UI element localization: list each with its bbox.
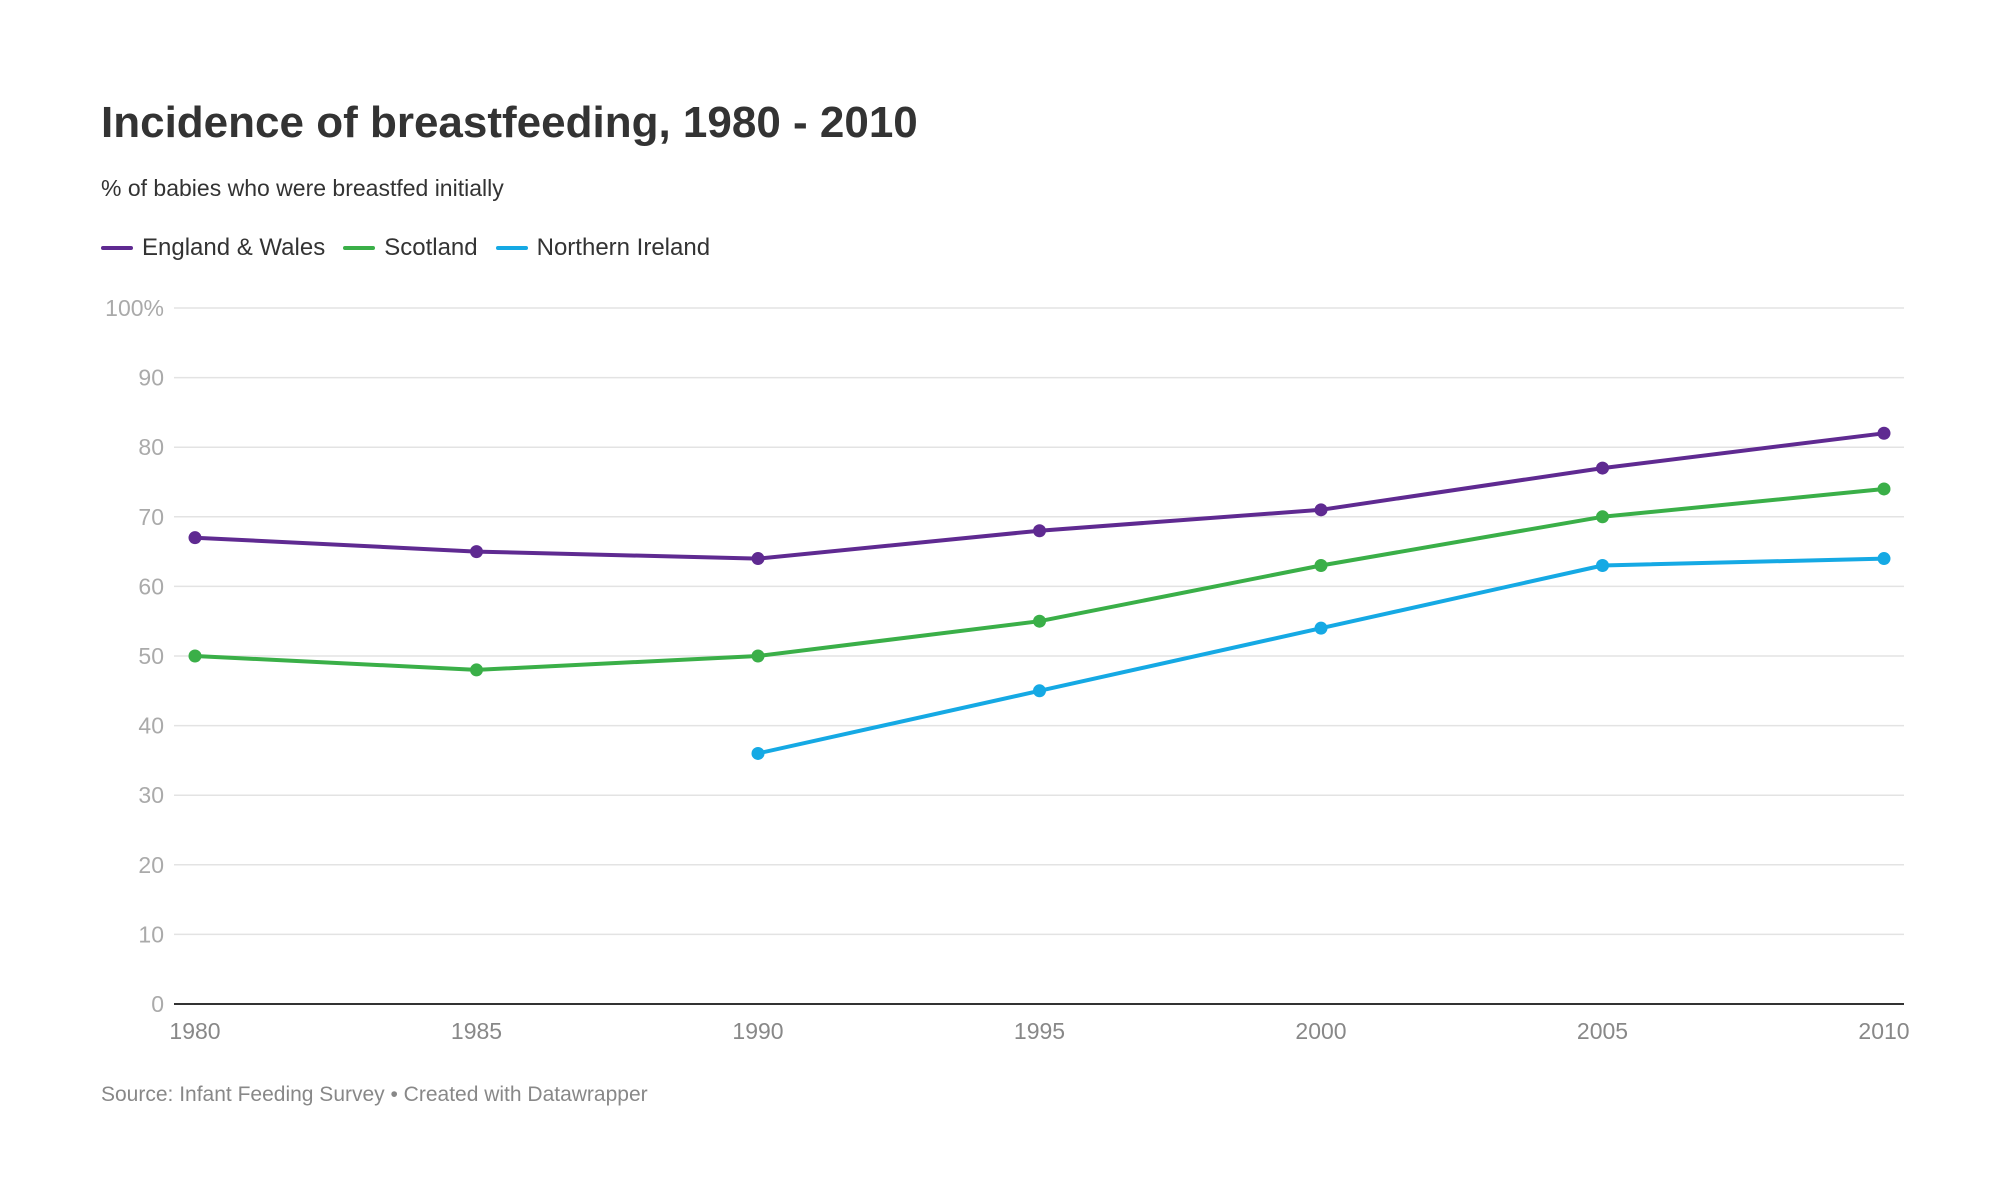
data-point-england-wales-2010 [1877, 426, 1891, 440]
x-tick-label-1980: 1980 [169, 1018, 220, 1044]
data-point-england-wales-2005 [1596, 461, 1609, 475]
y-tick-label-0: 0 [151, 991, 164, 1017]
chart-source-note: Source: Infant Feeding Survey • Created … [101, 1083, 648, 1106]
data-point-england-wales-1990 [751, 552, 765, 566]
legend-label-scotland: Scotland [384, 234, 478, 261]
data-point-scotland-1990 [751, 649, 765, 663]
data-point-england-wales-1995 [1033, 524, 1046, 538]
x-tick-label-2000: 2000 [1295, 1018, 1346, 1044]
data-point-scotland-2005 [1596, 510, 1609, 524]
data-point-northern-ireland-2005 [1596, 559, 1609, 573]
y-tick-label-80: 80 [138, 434, 164, 460]
x-tick-label-1990: 1990 [732, 1018, 783, 1044]
data-point-northern-ireland-1995 [1033, 684, 1046, 698]
x-tick-label-2005: 2005 [1577, 1018, 1628, 1044]
data-point-scotland-1980 [188, 649, 202, 663]
legend-label-northern-ireland: Northern Ireland [536, 234, 711, 261]
legend-label-england-wales: England & Wales [142, 234, 326, 261]
chart-legend: England & Wales Scotland Northern Irelan… [101, 234, 728, 262]
y-tick-label-10: 10 [138, 921, 164, 947]
data-point-northern-ireland-2010 [1877, 552, 1891, 566]
y-tick-label-60: 60 [138, 573, 164, 599]
legend-item-england-wales: England & Wales [101, 234, 325, 262]
data-point-northern-ireland-2000 [1314, 621, 1328, 635]
y-tick-label-50: 50 [138, 643, 164, 669]
data-point-scotland-1985 [470, 663, 483, 677]
data-point-scotland-2000 [1314, 559, 1328, 573]
legend-swatch-northern-ireland [495, 246, 528, 250]
y-tick-label-20: 20 [138, 852, 164, 878]
data-point-northern-ireland-1990 [751, 746, 765, 760]
chart-subtitle: % of babies who were breastfed initially [101, 175, 504, 201]
data-point-england-wales-1985 [470, 545, 483, 559]
x-tick-label-1995: 1995 [1014, 1018, 1065, 1044]
data-point-scotland-2010 [1877, 482, 1891, 496]
y-tick-label-70: 70 [138, 504, 164, 530]
y-tick-label-90: 90 [138, 365, 164, 391]
series-line-england-wales [193, 431, 1886, 561]
y-tick-label-30: 30 [138, 782, 164, 808]
data-point-england-wales-1980 [188, 531, 202, 545]
legend-item-northern-ireland: Northern Ireland [495, 234, 711, 262]
legend-item-scotland: Scotland [343, 234, 478, 262]
legend-swatch-scotland [343, 246, 376, 250]
data-point-scotland-1995 [1033, 614, 1046, 628]
x-tick-label-1985: 1985 [451, 1018, 502, 1044]
x-tick-label-2010: 2010 [1858, 1018, 1909, 1044]
data-point-england-wales-2000 [1314, 503, 1328, 517]
chart-title: Incidence of breastfeeding, 1980 - 2010 [101, 98, 918, 147]
legend-swatch-england-wales [101, 246, 133, 250]
y-tick-label-100: 100% [105, 295, 164, 321]
y-tick-label-40: 40 [138, 713, 164, 739]
